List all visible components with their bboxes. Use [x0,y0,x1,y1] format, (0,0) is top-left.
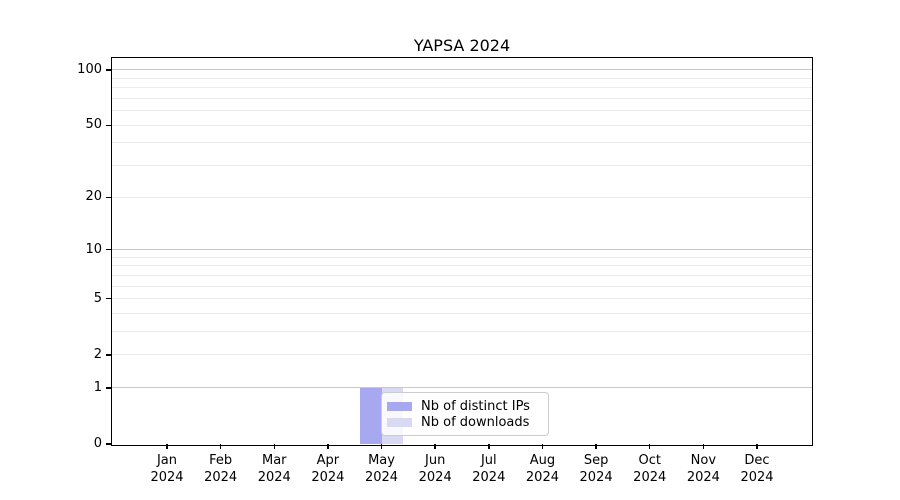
legend-item-downloads: Nb of downloads [387,415,541,432]
y-axis-label-100: 100 [77,61,102,77]
legend-swatch-downloads [387,418,412,428]
grid-line-y-10 [112,249,812,251]
y-axis-label-20: 20 [85,189,102,205]
x-axis-label-sep: Sep 2024 [579,453,613,485]
x-axis-tick-may [380,444,383,449]
y-axis-label-0: 0 [93,436,102,451]
x-axis-tick-mar [273,444,275,449]
grid-line-y-5 [112,298,812,300]
x-axis-tick-apr [327,444,329,449]
y-axis-label-2: 2 [93,346,102,362]
legend-label-downloads: Nb of downloads [421,415,530,431]
y-axis-tick-10 [106,248,111,251]
x-axis-label-mar: Mar 2024 [257,453,291,485]
grid-line-y-30 [112,165,812,167]
x-axis-tick-jan [166,444,168,449]
y-axis-label-50: 50 [85,117,102,133]
chart-title: YAPSA 2024 [413,36,511,55]
grid-line-y-20 [112,196,812,198]
x-axis-label-jan: Jan 2024 [150,453,184,485]
y-axis-tick-100 [106,69,111,71]
bar-nb-of-distinct-ips-may [360,387,382,444]
y-axis-tick-2 [106,354,111,356]
y-axis-tick-20 [106,196,111,198]
grid-line-y-70 [112,97,812,99]
grid-line-y-6 [112,285,812,287]
grid-line-y-1 [112,387,812,389]
grid-line-y-60 [112,110,812,112]
y-axis-tick-50 [106,124,111,126]
grid-line-y-8 [112,265,812,267]
legend: Nb of distinct IPs Nb of downloads [381,392,549,436]
x-axis-tick-aug [541,444,544,449]
grid-line-y-4 [112,313,812,315]
x-axis-label-jul: Jul 2024 [472,453,506,485]
x-axis-label-jun: Jun 2024 [418,453,452,485]
legend-swatch-distinct-ips [387,401,412,411]
grid-line-y-80 [112,87,812,89]
y-axis-label-10: 10 [85,241,102,257]
x-axis-label-apr: Apr 2024 [311,453,345,485]
x-axis-tick-oct [649,444,651,449]
x-axis-tick-jul [488,444,490,449]
grid-line-y-90 [112,77,812,79]
y-axis-label-5: 5 [93,290,102,306]
x-axis-tick-nov [702,444,705,449]
x-axis-label-aug: Aug 2024 [525,453,559,485]
legend-item-distinct-ips: Nb of distinct IPs [387,398,541,415]
legend-label-distinct-ips: Nb of distinct IPs [421,398,530,414]
grid-line-y-50 [112,124,812,126]
grid-line-y-7 [112,274,812,276]
x-axis-tick-sep [595,444,597,449]
y-axis-tick-5 [106,298,111,300]
y-axis-tick-1 [106,387,111,389]
x-axis-tick-feb [219,444,222,449]
x-axis-tick-jun [434,444,436,449]
grid-line-y-2 [112,354,812,356]
x-axis-label-dec: Dec 2024 [740,453,774,485]
grid-line-y-9 [112,256,812,258]
grid-line-y-3 [112,331,812,333]
x-axis-label-oct: Oct 2024 [633,453,667,485]
y-axis-tick-0 [106,443,111,445]
y-axis-label-1: 1 [93,379,102,395]
grid-line-y-100 [112,69,812,71]
x-axis-label-feb: Feb 2024 [204,453,238,485]
grid-line-y-40 [112,142,812,144]
x-axis-tick-dec [756,444,758,449]
x-axis-label-nov: Nov 2024 [686,453,720,485]
x-axis-label-may: May 2024 [364,453,399,485]
plot-area: Nb of distinct IPs Nb of downloads [111,57,813,446]
